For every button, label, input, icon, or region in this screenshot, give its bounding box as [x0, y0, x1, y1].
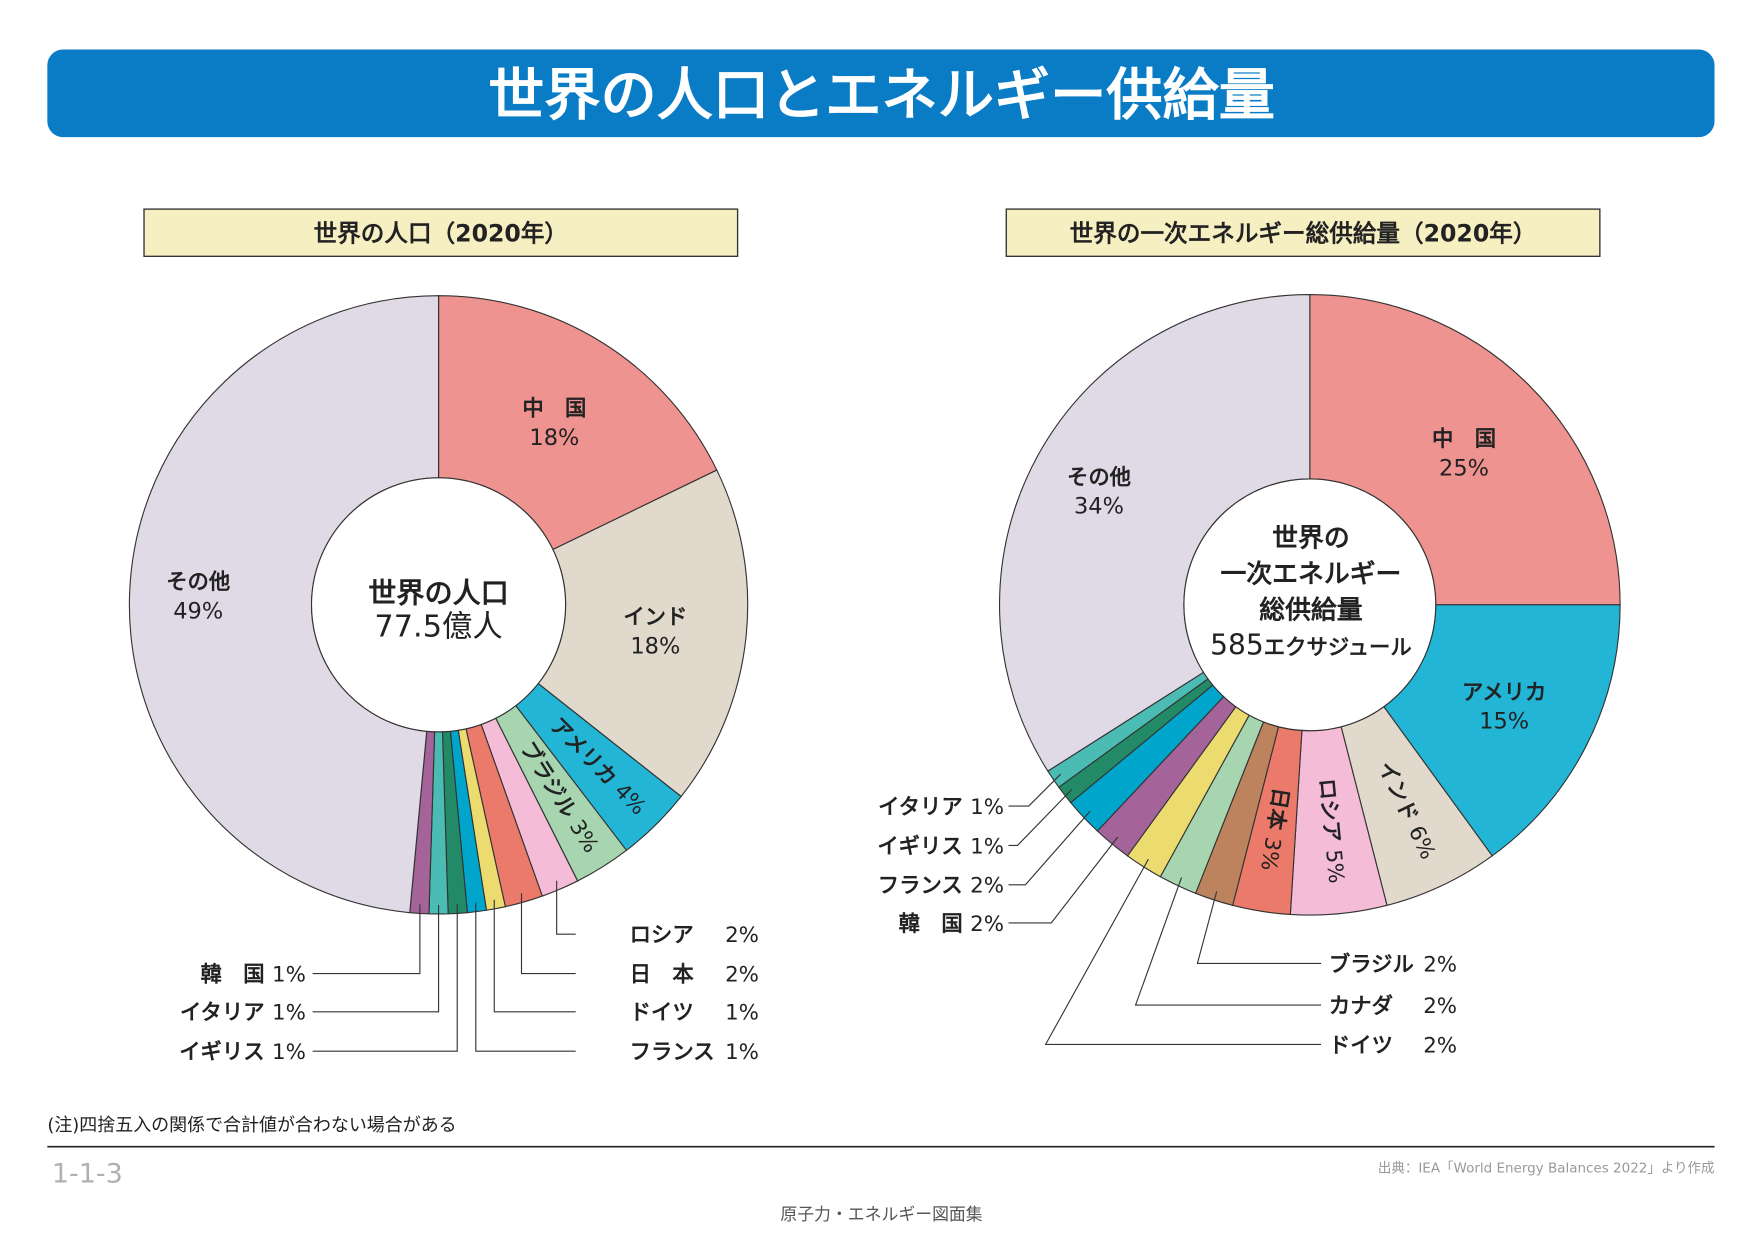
slice-value-label: 15% [1479, 709, 1529, 735]
leader-line [1008, 773, 1062, 807]
leader-value-label: 1% [272, 962, 306, 987]
leader-value-label: 2% [1423, 1033, 1457, 1058]
leader-label: 韓 国 1% [201, 961, 306, 987]
leader-name-label: ドイツ [1329, 1033, 1393, 1058]
population-chart-title-box [143, 208, 739, 257]
pie-center-hole [1183, 478, 1437, 732]
leader-name-label: ドイツ [630, 1001, 694, 1026]
leader-line [1044, 858, 1322, 1045]
energy-total-unit: エクサジュール [1264, 635, 1412, 660]
leader-name-label: イギリス [877, 834, 962, 859]
leader-name-label: 韓 国 [899, 911, 963, 937]
leader-label: イタリア 1% [878, 795, 1004, 820]
population-chart-title: 世界の人口（2020年） [314, 220, 568, 248]
leader-value-label: 2% [970, 912, 1004, 937]
slice-name-label: ロシア [1314, 777, 1345, 843]
energy-center-label-line4: 585エクサジュール [1210, 628, 1412, 661]
slice-name-label: アメリカ [1462, 680, 1546, 705]
slice-value-label: 18% [529, 425, 579, 451]
leader-name-label: 韓 国 [201, 961, 265, 987]
leader-value-label: 1% [725, 1001, 759, 1026]
energy-chart-title: 世界の一次エネルギー総供給量（2020年） [1070, 220, 1537, 248]
population-center-label-line2: 77.5億人 [374, 609, 502, 644]
leader-line [556, 880, 576, 935]
leader-value-label: 2% [1423, 994, 1457, 1019]
leader-label: フランス 2% [878, 874, 1004, 899]
leader-line [475, 902, 576, 1052]
leader-value-label: 2% [725, 962, 759, 987]
book-title: 原子力・エネルギー図面集 [780, 1204, 982, 1224]
slice-value-label: 3% [1255, 835, 1285, 872]
leader-value-label: 1% [725, 1040, 759, 1065]
leader-name-label: フランス [630, 1040, 715, 1065]
energy-center-label-line1: 世界の [1272, 523, 1350, 553]
leader-line [312, 904, 458, 1052]
page-title: 世界の人口とエネルギー供給量 [488, 64, 1275, 129]
leader-line [1008, 836, 1119, 924]
leader-line [520, 893, 576, 975]
slice-value-label: 18% [630, 633, 680, 659]
leader-value-label: 1% [970, 834, 1004, 859]
leader-value-label: 2% [1423, 952, 1457, 977]
leader-value-label: 2% [970, 874, 1004, 899]
leader-label: イタリア 1% [180, 1001, 306, 1026]
pie-center-hole [310, 477, 567, 733]
leader-value-label: 1% [272, 1001, 306, 1026]
slice-value-label: 5% [1320, 848, 1348, 884]
leader-line [1196, 891, 1322, 965]
slice-name-label: 中 国 [1432, 427, 1496, 452]
leader-value-label: 2% [725, 923, 759, 948]
leader-value-label: 1% [970, 795, 1004, 820]
leader-name-label: カナダ [1329, 993, 1393, 1019]
footnote: (注)四捨五入の関係で合計値が合わない場合がある [47, 1115, 456, 1136]
leader-line [1134, 877, 1322, 1006]
leader-name-label: イタリア [878, 795, 963, 820]
population-center-label-line1: 世界の人口 [368, 577, 508, 610]
leader-label: 韓 国 2% [899, 911, 1004, 937]
title-bar [47, 49, 1715, 138]
slice-label: ロシア 5% [1314, 777, 1349, 884]
leader-name-label: イギリス [179, 1040, 264, 1065]
leader-line [1008, 789, 1073, 846]
leader-line [312, 904, 421, 975]
slice-value-label: 34% [1074, 494, 1124, 520]
slice-name-label: インド [623, 605, 687, 630]
source-citation: 出典：IEA「World Energy Balances 2022」より作成 [1378, 1161, 1715, 1177]
energy-total-value: 585 [1210, 628, 1264, 661]
leader-label: イギリス 1% [877, 834, 1004, 859]
leader-name-label: ロシア [630, 923, 694, 948]
leader-name-label: イタリア [180, 1001, 265, 1026]
leader-value-label: 1% [272, 1040, 306, 1065]
leader-name-label: フランス [878, 874, 963, 899]
energy-center-label-line2: 一次エネルギー [1220, 559, 1401, 589]
slice-value-label: 49% [173, 598, 223, 624]
leader-name-label: 日 本 [630, 962, 695, 987]
leader-line [493, 899, 576, 1013]
slice-value-label: 25% [1439, 455, 1489, 481]
energy-center-label-line3: 総供給量 [1259, 594, 1363, 625]
leader-line [312, 904, 440, 1013]
leader-name-label: ブラジル [1329, 951, 1414, 977]
slice-name-label: その他 [166, 570, 230, 595]
leader-label: イギリス 1% [179, 1040, 306, 1065]
energy-chart-title-box [1005, 208, 1601, 257]
figure-number: 1-1-3 [52, 1159, 123, 1190]
slice-name-label: その他 [1067, 465, 1131, 490]
leader-line [1008, 810, 1091, 886]
slice-name-label: 中 国 [522, 397, 586, 422]
